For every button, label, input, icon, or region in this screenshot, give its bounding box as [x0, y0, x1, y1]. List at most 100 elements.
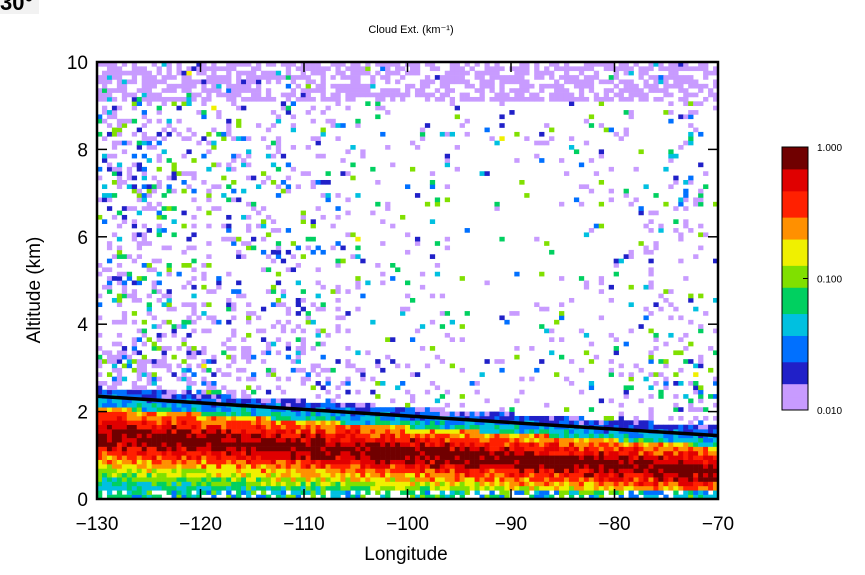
heatmap-cell — [459, 75, 465, 80]
heatmap-cell — [573, 485, 580, 491]
heatmap-cell — [489, 490, 495, 495]
heatmap-cell — [231, 315, 237, 321]
heatmap-cell — [395, 79, 401, 85]
heatmap-cell — [101, 415, 108, 421]
heatmap-cell — [275, 140, 282, 146]
heatmap-cell — [106, 110, 113, 115]
heatmap-cell — [683, 494, 689, 500]
heatmap-cell — [335, 472, 341, 478]
heatmap-cell — [563, 490, 570, 495]
heatmap-cell — [141, 420, 147, 426]
heatmap-cell — [146, 83, 152, 89]
heatmap-cell — [653, 459, 659, 465]
heatmap-cell — [231, 485, 237, 491]
heatmap-cell — [216, 446, 222, 452]
heatmap-cell — [688, 92, 694, 98]
heatmap-cell — [310, 223, 316, 229]
heatmap-cell — [648, 311, 654, 316]
heatmap-cell — [221, 75, 227, 80]
heatmap-cell — [315, 245, 321, 251]
heatmap-cell — [375, 485, 381, 491]
heatmap-cell — [136, 276, 143, 281]
heatmap-cell — [260, 136, 267, 141]
heatmap-cell — [231, 101, 237, 106]
heatmap-cell — [310, 184, 316, 190]
heatmap-cell — [385, 472, 391, 478]
heatmap-cell — [136, 188, 143, 194]
heatmap-cell — [628, 114, 634, 120]
heatmap-cell — [206, 477, 212, 482]
heatmap-cell — [335, 101, 341, 106]
heatmap-cell — [588, 228, 595, 233]
heatmap-cell — [534, 75, 540, 80]
x-tick-label: −70 — [702, 514, 734, 535]
heatmap-cell — [241, 394, 247, 399]
heatmap-cell — [161, 446, 167, 452]
heatmap-cell — [166, 302, 172, 308]
heatmap-cell — [260, 420, 267, 426]
heatmap-cell — [683, 332, 689, 338]
heatmap-cell — [166, 459, 172, 465]
heatmap-cell — [136, 245, 143, 251]
heatmap-cell — [623, 389, 629, 395]
heatmap-cell — [663, 92, 669, 98]
heatmap-cell — [434, 385, 441, 391]
heatmap-cell — [136, 468, 143, 474]
heatmap-cell — [360, 424, 366, 430]
heatmap-cell — [260, 267, 267, 273]
heatmap-cell — [121, 398, 128, 404]
heatmap-cell — [469, 96, 475, 102]
heatmap-cell — [504, 92, 510, 98]
heatmap-cell — [563, 481, 570, 487]
heatmap-cell — [678, 88, 684, 93]
heatmap-cell — [295, 442, 301, 447]
heatmap-cell — [270, 402, 277, 408]
heatmap-cell — [201, 481, 207, 487]
heatmap-cell — [568, 433, 575, 439]
heatmap-cell — [355, 79, 361, 85]
heatmap-cell — [320, 179, 326, 185]
heatmap-cell — [365, 477, 371, 482]
heatmap-cell — [176, 402, 182, 408]
heatmap-cell — [390, 459, 396, 465]
heatmap-cell — [156, 140, 162, 146]
heatmap-cell — [355, 75, 361, 80]
heatmap-cell — [186, 481, 192, 487]
heatmap-cell — [265, 389, 272, 395]
heatmap-cell — [459, 276, 465, 281]
heatmap-cell — [608, 481, 614, 487]
heatmap-cell — [161, 79, 167, 85]
heatmap-cell — [121, 477, 128, 482]
heatmap-cell — [424, 83, 431, 89]
heatmap-cell — [474, 446, 480, 452]
heatmap-cell — [146, 455, 152, 460]
heatmap-cell — [260, 70, 267, 76]
heatmap-cell — [236, 236, 242, 242]
heatmap-cell — [623, 83, 629, 89]
heatmap-cell — [176, 118, 182, 124]
heatmap-cell — [414, 407, 421, 412]
heatmap-cell — [444, 420, 451, 426]
heatmap-cell — [598, 446, 605, 452]
heatmap-cell — [196, 477, 202, 482]
heatmap-cell — [121, 179, 128, 185]
heatmap-cell — [698, 472, 704, 478]
heatmap-cell — [385, 354, 391, 360]
heatmap-cell — [698, 324, 704, 329]
heatmap-cell — [673, 70, 679, 76]
heatmap-cell — [613, 485, 619, 491]
heatmap-cell — [121, 271, 128, 277]
heatmap-cell — [186, 472, 192, 478]
heatmap-cell — [116, 66, 123, 72]
heatmap-cell — [201, 472, 207, 478]
heatmap-cell — [539, 70, 545, 76]
heatmap-cell — [226, 490, 232, 495]
heatmap-cell — [414, 328, 421, 334]
heatmap-cell — [618, 363, 624, 369]
heatmap-cell — [673, 179, 679, 185]
heatmap-cell — [236, 254, 242, 259]
heatmap-cell — [300, 455, 306, 460]
heatmap-cell — [663, 88, 669, 93]
heatmap-cell — [683, 101, 689, 106]
heatmap-cell — [345, 455, 351, 460]
